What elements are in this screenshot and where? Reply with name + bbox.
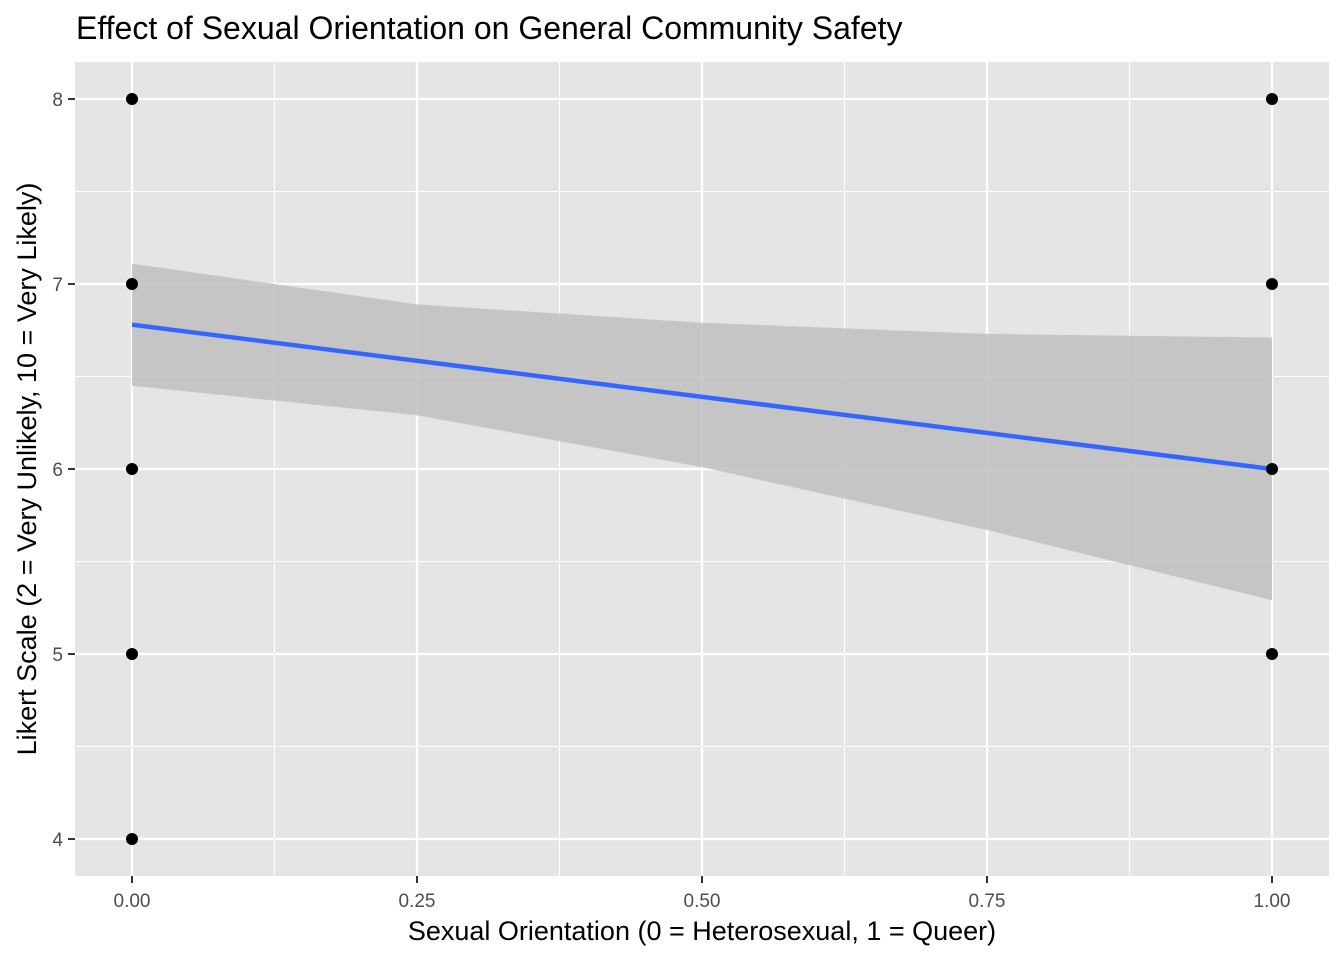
x-tick-label: 0.50 xyxy=(684,891,721,912)
y-tick-label: 5 xyxy=(52,645,63,666)
regression-line xyxy=(131,322,1273,472)
data-point xyxy=(126,648,138,660)
y-tick-label: 8 xyxy=(52,90,63,111)
data-point xyxy=(1266,648,1278,660)
major-gridlines xyxy=(75,62,1329,876)
data-point xyxy=(1266,93,1278,105)
x-axis-ticks: 0.00 0.25 0.50 0.75 1.00 xyxy=(114,876,1291,912)
y-tick-label: 6 xyxy=(52,460,63,481)
data-point xyxy=(126,93,138,105)
x-tick-label: 1.00 xyxy=(1254,891,1291,912)
data-point xyxy=(1266,463,1278,475)
chart-title: Effect of Sexual Orientation on General … xyxy=(76,10,903,46)
data-point xyxy=(126,463,138,475)
y-axis-ticks: 4 5 6 7 8 xyxy=(52,90,75,851)
y-tick-label: 7 xyxy=(52,275,63,296)
data-point xyxy=(126,833,138,845)
y-axis-title: Likert Scale (2 = Very Unlikely, 10 = Ve… xyxy=(12,183,42,756)
data-point xyxy=(126,278,138,290)
x-tick-label: 0.00 xyxy=(114,891,151,912)
confidence-band xyxy=(132,263,1272,601)
data-points xyxy=(126,93,1278,845)
x-tick-label: 0.75 xyxy=(969,891,1006,912)
y-tick-label: 4 xyxy=(52,830,63,851)
x-axis-title: Sexual Orientation (0 = Heterosexual, 1 … xyxy=(408,916,996,946)
x-tick-label: 0.25 xyxy=(399,891,436,912)
data-point xyxy=(1266,278,1278,290)
